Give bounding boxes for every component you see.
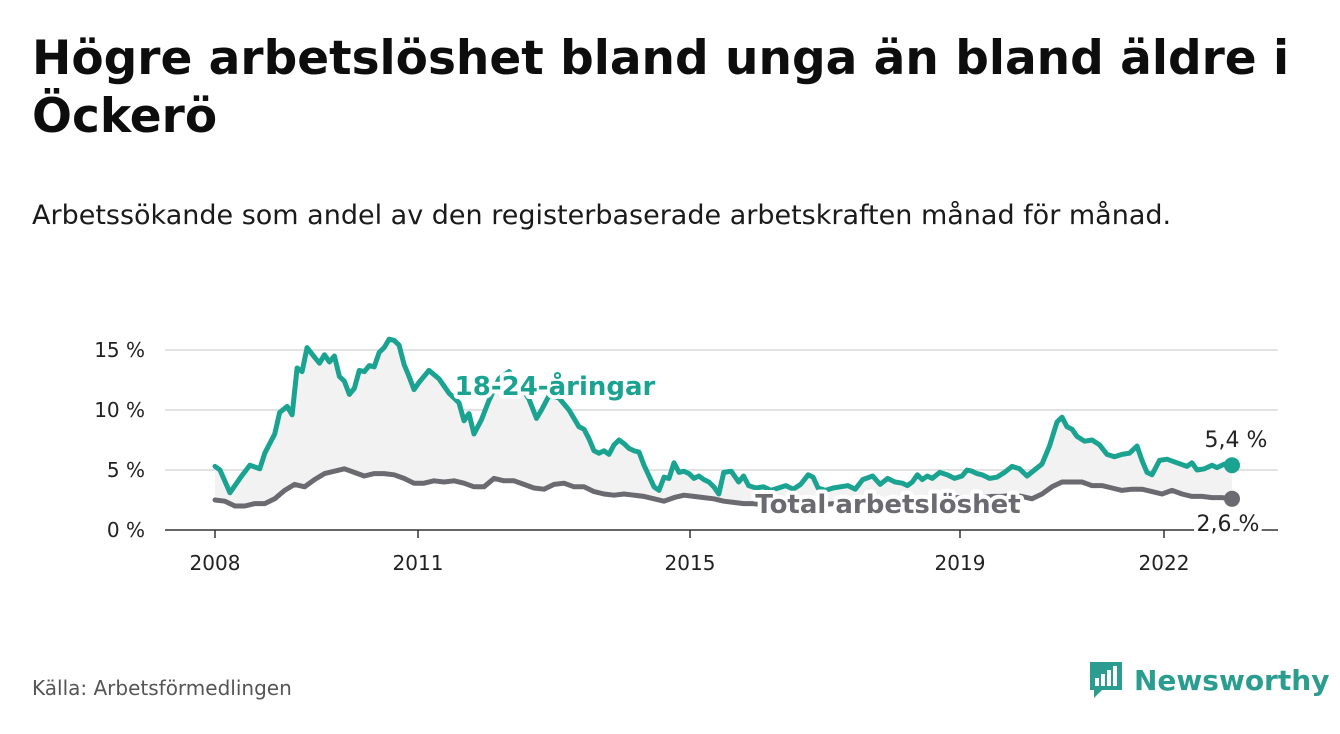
end-dot-total xyxy=(1224,490,1240,507)
series-label-total-halo: Total arbetslöshet xyxy=(755,490,1020,520)
brand-name: Newsworthy xyxy=(1134,663,1330,697)
y-tick-label: 15 % xyxy=(94,338,145,362)
series-line-youth xyxy=(212,336,1235,497)
end-value-youth-halo: 5,4 % xyxy=(1205,428,1268,453)
series-label-youth: 18-24-åringar xyxy=(455,370,656,402)
chart-title: Högre arbetslöshet bland unga än bland ä… xyxy=(32,31,1290,144)
grid-lines: 0 % 5 % 10 % 15 % 2008 2011 2015 2019 2022 xyxy=(94,338,1278,575)
end-value-total-halo: 2,6 % xyxy=(1197,512,1260,537)
y-tick-label: 10 % xyxy=(94,398,145,422)
newsworthy-logo-icon xyxy=(1090,662,1122,698)
x-tick-label: 2015 xyxy=(665,551,716,575)
x-tick-label: 2011 xyxy=(393,551,444,575)
end-value-youth: 5,4 % xyxy=(1205,428,1268,453)
series-label-total: Total arbetslöshet xyxy=(755,490,1020,520)
series-label-youth-halo: 18-24-åringar xyxy=(455,370,656,402)
x-tick-label: 2008 xyxy=(190,551,241,575)
x-tick-label: 2019 xyxy=(935,551,986,575)
range-band-area xyxy=(215,339,1232,506)
chart-subtitle: Arbetssökande som andel av den registerb… xyxy=(32,200,1172,231)
x-tick-label: 2022 xyxy=(1139,551,1190,575)
line-chart: 0 % 5 % 10 % 15 % 2008 2011 2015 2019 2022 18-24… xyxy=(94,336,1278,575)
end-value-total: 2,6 % xyxy=(1197,512,1260,537)
series-line-total xyxy=(212,466,1235,509)
source-note: Källa: Arbetsförmedlingen xyxy=(32,676,292,700)
end-dot-youth xyxy=(1224,457,1240,474)
series-lines xyxy=(212,336,1235,509)
range-band xyxy=(215,339,1232,506)
y-tick-label: 0 % xyxy=(107,518,145,542)
y-tick-label: 5 % xyxy=(107,458,145,482)
brand-logo: Newsworthy xyxy=(1088,660,1329,700)
